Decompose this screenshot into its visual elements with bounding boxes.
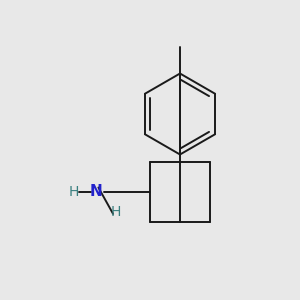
Text: H: H [68, 185, 79, 199]
Text: N: N [90, 184, 102, 200]
Text: H: H [110, 205, 121, 218]
